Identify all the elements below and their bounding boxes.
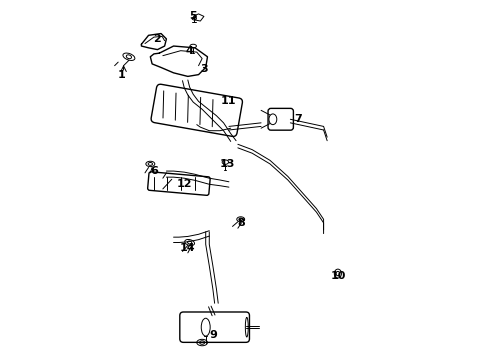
Text: 14: 14 [180,243,196,253]
Text: 3: 3 [200,64,208,74]
Text: 6: 6 [150,166,158,176]
Text: 12: 12 [176,179,192,189]
Text: 5: 5 [190,11,197,21]
Text: 7: 7 [294,114,302,124]
Text: 1: 1 [118,69,125,80]
FancyBboxPatch shape [151,84,243,136]
FancyBboxPatch shape [147,172,210,195]
Text: 9: 9 [209,330,217,341]
Text: 13: 13 [220,159,235,169]
Text: 8: 8 [238,218,245,228]
Text: 10: 10 [330,271,345,282]
Text: 2: 2 [153,34,161,44]
FancyBboxPatch shape [180,312,249,342]
Text: 4: 4 [186,46,194,56]
FancyBboxPatch shape [268,108,294,130]
Text: 11: 11 [221,96,237,107]
